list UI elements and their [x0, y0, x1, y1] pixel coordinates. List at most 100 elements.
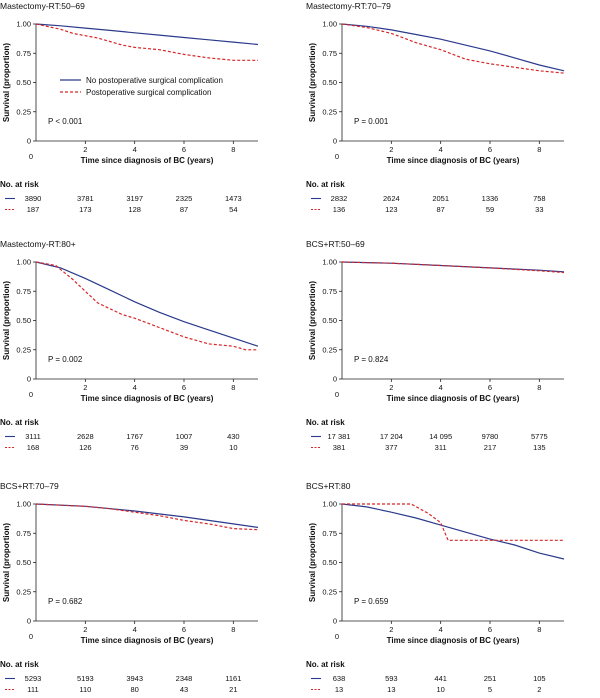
panel-title: Mastectomy-RT:80+: [0, 239, 76, 249]
risk-cell: 1767: [126, 432, 143, 441]
x-tick-label: 2: [83, 625, 87, 634]
x-axis-label: Time since diagnosis of BC (years): [81, 636, 214, 645]
risk-cell: 5293: [25, 674, 42, 683]
y-tick-label: 0.50: [16, 78, 31, 87]
risk-cell: 638: [333, 674, 346, 683]
risk-cell: 43: [180, 685, 188, 694]
panel-title: Mastectomy-RT:50–69: [0, 1, 85, 11]
risk-cell: 5: [488, 685, 492, 694]
p-value: P = 0.659: [354, 597, 389, 606]
y-tick-label: 0: [27, 617, 31, 626]
risk-cell: 217: [484, 443, 497, 452]
risk-cell: 3943: [126, 674, 143, 683]
risk-cell: 173: [79, 205, 92, 214]
risk-cell: 126: [79, 443, 92, 452]
y-tick-label: 0.25: [322, 345, 337, 354]
risk-cell: 1473: [225, 194, 242, 203]
x-tick-label: 0: [29, 390, 33, 399]
risk-cell: 3197: [126, 194, 143, 203]
risk-cell: 13: [387, 685, 395, 694]
y-tick-label: 0: [27, 137, 31, 146]
x-tick-label: 8: [231, 383, 235, 392]
risk-cell: 14 095: [429, 432, 452, 441]
x-tick-label: 8: [537, 625, 541, 634]
km-panel-4: BCS+RT:50–69 0 0.25 0.50 0.75 1.00 0 2 4 6 8 Surviv…: [306, 239, 565, 452]
risk-cell: 758: [533, 194, 546, 203]
curve-complication: [341, 261, 565, 274]
p-value: P = 0.001: [354, 117, 389, 126]
y-tick-label: 0.75: [322, 287, 337, 296]
km-panel-2: Mastectomy-RT:70–79 0 0.25 0.50 0.75 1.00 0 2 4 6…: [306, 1, 565, 214]
risk-cell: 168: [27, 443, 40, 452]
risk-cell: 33: [535, 205, 543, 214]
y-axis-label: Survival (proportion): [308, 523, 317, 602]
panel-title: Mastectomy-RT:70–79: [306, 1, 391, 11]
risk-cell: 9780: [482, 432, 499, 441]
risk-cell: 5775: [531, 432, 548, 441]
risk-cell: 87: [436, 205, 444, 214]
curve-no-complication: [35, 503, 259, 528]
risk-cell: 21: [229, 685, 237, 694]
km-panel-6: BCS+RT:80 0 0.25 0.50 0.75 1.00 0 2 4 6 8 Survival …: [306, 481, 565, 694]
risk-cell: 136: [333, 205, 346, 214]
risk-cell: 10: [436, 685, 444, 694]
risk-cell: 377: [385, 443, 398, 452]
x-tick-label: 8: [231, 145, 235, 154]
panel-title: BCS+RT:80: [306, 481, 351, 491]
x-tick-label: 2: [83, 145, 87, 154]
y-tick-label: 1.00: [16, 258, 31, 267]
x-axis-label: Time since diagnosis of BC (years): [81, 394, 214, 403]
x-axis-label: Time since diagnosis of BC (years): [387, 636, 520, 645]
y-axis-label: Survival (proportion): [2, 523, 11, 602]
curve-complication: [341, 23, 565, 74]
x-tick-label: 6: [182, 625, 186, 634]
risk-table-title: No. at risk: [0, 180, 39, 189]
y-tick-label: 0.75: [322, 529, 337, 538]
risk-cell: 17 381: [328, 432, 351, 441]
risk-cell: 3890: [25, 194, 42, 203]
y-tick-label: 0.25: [322, 107, 337, 116]
curve-no-complication: [341, 261, 565, 273]
risk-table: No. at risk 2832 2624 2051 1336 758 136 123 87 59…: [306, 180, 546, 214]
y-tick-label: 0.50: [16, 558, 31, 567]
y-tick-label: 0.75: [16, 49, 31, 58]
curve-complication: [35, 503, 259, 531]
legend-label: Postoperative surgical complication: [86, 88, 211, 97]
risk-cell: 3111: [25, 432, 41, 441]
risk-cell: 1007: [176, 432, 193, 441]
legend-label: No postoperative surgical complication: [86, 76, 223, 85]
risk-cell: 430: [227, 432, 240, 441]
km-panel-1: Mastectomy-RT:50–69 0 0.25 0.50 0.75 1.00 0 2 4 6…: [0, 1, 259, 214]
risk-cell: 2628: [77, 432, 94, 441]
risk-table-title: No. at risk: [306, 418, 345, 427]
x-tick-label: 8: [537, 145, 541, 154]
y-tick-label: 0.75: [16, 287, 31, 296]
x-tick-label: 6: [182, 145, 186, 154]
y-tick-label: 0.50: [322, 78, 337, 87]
panel-title: BCS+RT:70–79: [0, 481, 59, 491]
x-tick-label: 4: [133, 625, 137, 634]
y-tick-label: 1.00: [16, 20, 31, 29]
legend: No postoperative surgical complication Po…: [60, 76, 223, 97]
x-tick-label: 0: [335, 632, 339, 641]
x-tick-label: 4: [133, 145, 137, 154]
y-tick-label: 1.00: [322, 20, 337, 29]
x-tick-label: 2: [389, 145, 393, 154]
risk-cell: 2051: [432, 194, 449, 203]
p-value: P = 0.682: [48, 597, 83, 606]
risk-cell: 187: [27, 205, 40, 214]
risk-cell: 17 204: [380, 432, 403, 441]
x-tick-label: 2: [83, 383, 87, 392]
x-tick-label: 4: [439, 145, 443, 154]
y-tick-label: 0.25: [16, 107, 31, 116]
y-axis-label: Survival (proportion): [2, 43, 11, 122]
curve-complication: [35, 261, 258, 351]
y-tick-label: 0.50: [322, 316, 337, 325]
y-axis-label: Survival (proportion): [2, 281, 11, 360]
risk-cell: 2: [537, 685, 541, 694]
y-tick-label: 0: [333, 137, 337, 146]
y-tick-label: 0: [333, 375, 337, 384]
x-axis-label: Time since diagnosis of BC (years): [387, 394, 520, 403]
x-tick-label: 8: [537, 383, 541, 392]
risk-table-title: No. at risk: [306, 660, 345, 669]
